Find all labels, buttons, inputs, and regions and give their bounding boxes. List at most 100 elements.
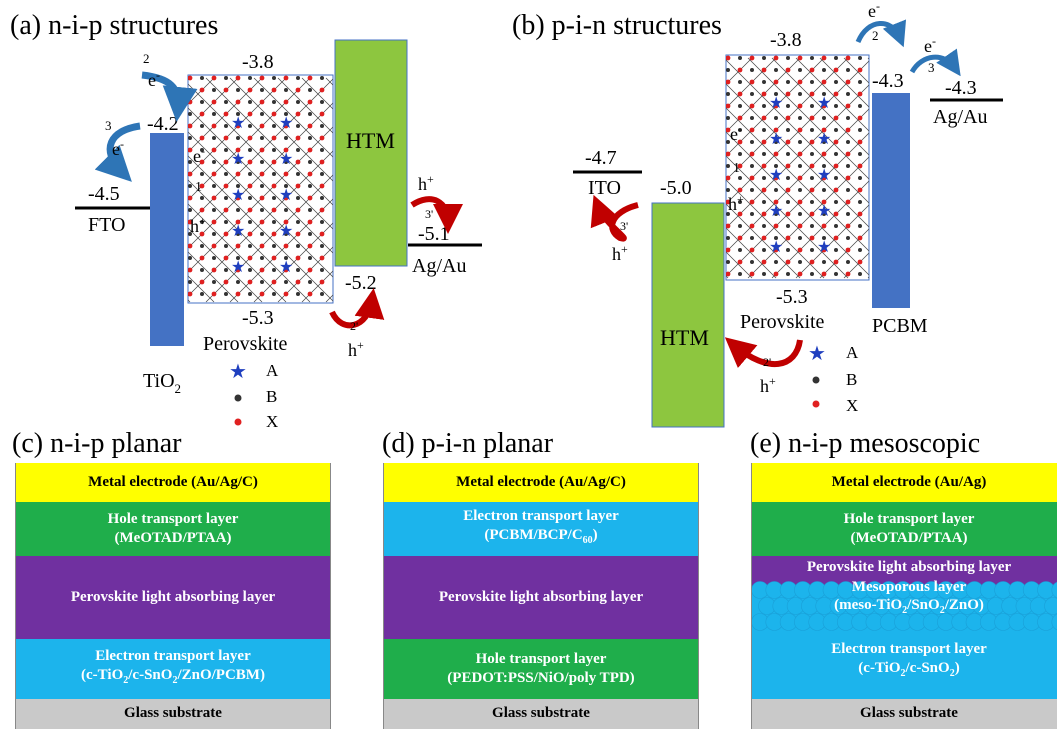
- x-site-dot: [188, 123, 193, 129]
- x-site-dot: [211, 219, 217, 225]
- x-site-dot: [797, 223, 803, 229]
- b-site-dot: [858, 224, 862, 228]
- b-site-dot: [272, 124, 276, 128]
- x-site-dot: [845, 247, 851, 253]
- x-site-dot: [307, 75, 313, 81]
- b-site-dot: [188, 88, 192, 92]
- b-site-dot: [236, 280, 240, 284]
- htm-value-b: -5.0: [660, 177, 692, 199]
- b-site-dot: [296, 196, 300, 200]
- x-site-dot: [211, 123, 217, 129]
- x-site-dot: [295, 87, 301, 93]
- b-site-dot: [320, 148, 324, 152]
- b-site-dot: [846, 68, 850, 72]
- step3p-label-a: 3': [425, 207, 433, 221]
- b-site-dot: [212, 232, 216, 236]
- b-site-dot: [224, 268, 228, 272]
- perovskite-box-b: [725, 54, 870, 281]
- b-site-dot: [320, 172, 324, 176]
- x-site-dot: [211, 75, 217, 81]
- x-site-dot: [271, 87, 277, 93]
- b-site-dot: [236, 88, 240, 92]
- b-site-dot: [284, 160, 288, 164]
- hole-arrow-a2p: [329, 288, 385, 329]
- htm-bar-b: [651, 202, 725, 428]
- panel-a-title: (a) n-i-p structures: [10, 10, 218, 41]
- b-site-dot: [738, 128, 742, 132]
- x-site-dot: [749, 55, 755, 61]
- x-site-dot: [726, 223, 731, 229]
- perovskite-label-b: Perovskite: [740, 311, 825, 333]
- b-site-dot: [750, 236, 754, 240]
- legend-b-label-a: B: [266, 387, 277, 406]
- b-site-dot: [762, 104, 766, 108]
- b-site-dot: [308, 208, 312, 212]
- x-site-dot: [247, 159, 253, 165]
- pin-planar-stack: Metal electrode (Au/Ag/C) Electron trans…: [383, 463, 699, 729]
- b-site-dot: [296, 100, 300, 104]
- b-site-dot: [786, 200, 790, 204]
- b-site-dot: [786, 272, 790, 276]
- x-site-dot: [809, 235, 815, 241]
- x-site-dot: [188, 243, 193, 249]
- a-site-star: ★: [817, 131, 831, 148]
- x-site-dot: [247, 255, 253, 261]
- mesoporous-sphere: [1044, 596, 1057, 615]
- tio2-label: TiO2: [143, 370, 181, 396]
- b-site-dot: [284, 280, 288, 284]
- pcbm-value: -4.3: [872, 70, 904, 92]
- x-site-dot: [283, 291, 289, 297]
- x-site-dot: [833, 211, 839, 217]
- b-site-dot: [272, 76, 276, 80]
- b-site-dot: [726, 164, 730, 168]
- x-site-dot: [833, 187, 839, 193]
- hole-transport-layer: Hole transport layer (MeOTAD/PTAA): [751, 501, 1057, 556]
- b-site-dot: [188, 160, 192, 164]
- b-site-dot: [786, 104, 790, 108]
- x-site-dot: [809, 67, 815, 73]
- b-site-dot: [320, 292, 324, 296]
- x-site-dot: [295, 183, 301, 189]
- b-site-dot: [272, 292, 276, 296]
- b-site-dot: [750, 68, 754, 72]
- perovskite-layer: Perovskite light absorbing layer: [15, 555, 331, 640]
- x-site-dot: [247, 87, 253, 93]
- b-site-dot: [320, 220, 324, 224]
- b-site-dot: [212, 280, 216, 284]
- a-site-star: ★: [231, 151, 245, 168]
- x-site-dot: [295, 135, 301, 141]
- legend-b-dot-b: [812, 376, 820, 384]
- hole-transport-layer: Hole transport layer (PEDOT:PSS/NiO/poly …: [383, 639, 699, 699]
- legend-b-dot-a: [234, 394, 242, 402]
- b-site-dot: [296, 148, 300, 152]
- legend-x-label-a: X: [266, 412, 278, 431]
- lattice-line: [446, 78, 670, 302]
- x-site-dot: [761, 187, 767, 193]
- x-site-dot: [211, 243, 217, 249]
- b-site-dot: [212, 112, 216, 116]
- b-site-dot: [738, 56, 742, 60]
- b-site-dot: [822, 68, 826, 72]
- x-site-dot: [307, 147, 313, 153]
- legend-star-a: ★: [229, 361, 247, 383]
- x-site-dot: [821, 55, 827, 61]
- b-site-dot: [738, 248, 742, 252]
- x-site-dot: [259, 243, 265, 249]
- x-site-dot: [223, 279, 229, 285]
- x-site-dot: [785, 139, 791, 145]
- b-site-dot: [296, 124, 300, 128]
- b-site-dot: [188, 232, 192, 236]
- b-site-dot: [296, 244, 300, 248]
- x-site-dot: [845, 175, 851, 181]
- x-site-dot: [283, 171, 289, 177]
- b-site-dot: [320, 268, 324, 272]
- x-site-dot: [797, 199, 803, 205]
- a-site-star: ★: [817, 203, 831, 220]
- x-site-dot: [773, 79, 779, 85]
- b-site-dot: [236, 160, 240, 164]
- x-site-dot: [247, 111, 253, 117]
- b-site-dot: [750, 188, 754, 192]
- x-site-dot: [809, 139, 815, 145]
- b-site-dot: [272, 220, 276, 224]
- x-site-dot: [235, 243, 241, 249]
